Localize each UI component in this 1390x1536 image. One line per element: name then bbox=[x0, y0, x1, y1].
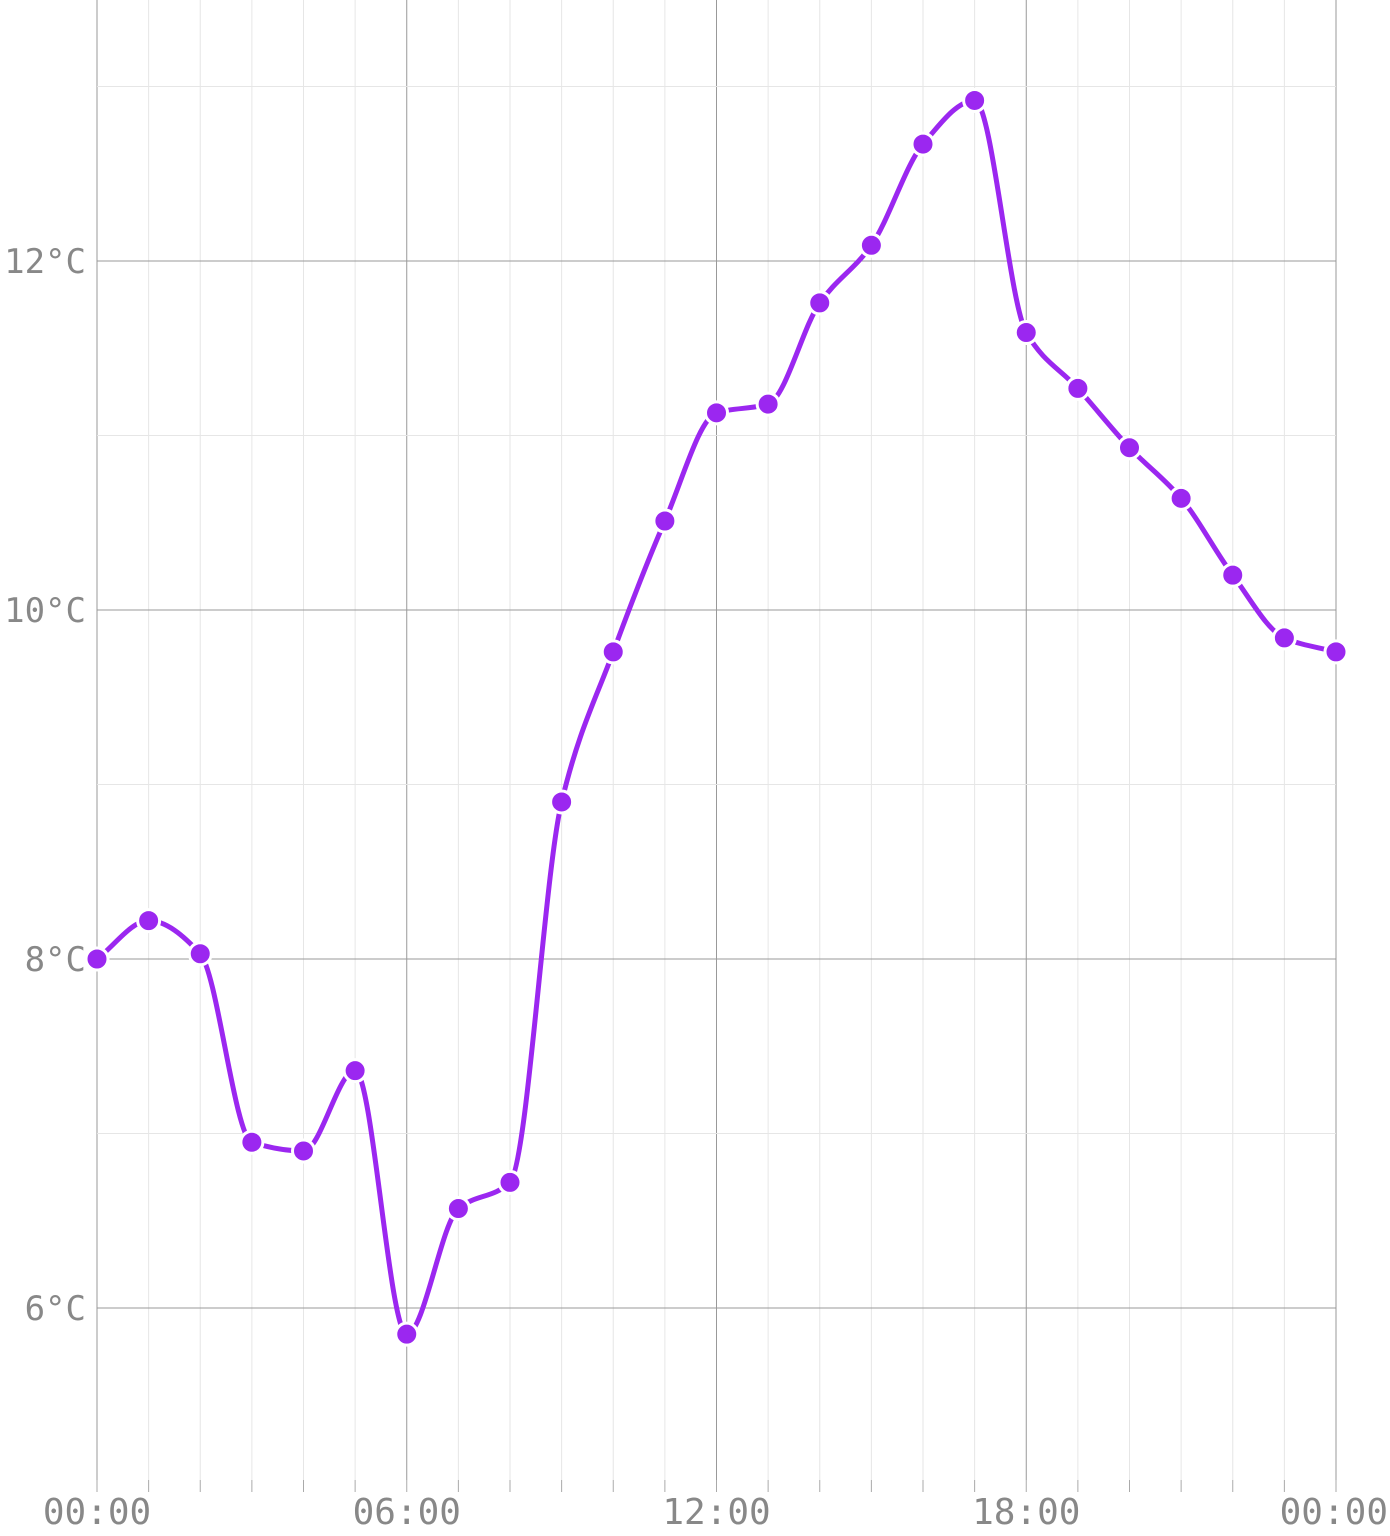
data-point bbox=[394, 1321, 420, 1347]
y-tick-label: 10°C bbox=[4, 591, 86, 631]
grid bbox=[96, 0, 1337, 1492]
data-point bbox=[549, 789, 575, 815]
data-point bbox=[342, 1058, 368, 1084]
data-point bbox=[1168, 485, 1194, 511]
data-point bbox=[1323, 639, 1349, 665]
data-point bbox=[704, 400, 729, 426]
data-point bbox=[1065, 375, 1091, 401]
data-point bbox=[962, 87, 988, 113]
data-point bbox=[807, 290, 833, 316]
data-point bbox=[1117, 435, 1142, 461]
data-point bbox=[1220, 562, 1246, 588]
data-point bbox=[755, 391, 781, 417]
data-point bbox=[84, 946, 110, 972]
y-tick-label: 8°C bbox=[25, 940, 86, 980]
data-point bbox=[136, 908, 162, 934]
x-tick-label: 06:00 bbox=[353, 1492, 461, 1533]
data-point bbox=[239, 1129, 265, 1155]
axis-labels: 6°C 8°C 10°C 12°C 00:00 06:00 12:00 18:00 00:00 bbox=[4, 242, 1388, 1533]
data-point bbox=[1271, 625, 1297, 651]
data-point bbox=[291, 1138, 316, 1164]
data-point bbox=[187, 941, 213, 967]
x-tick-label: 00:00 bbox=[43, 1492, 151, 1533]
y-tick-label: 12°C bbox=[4, 242, 86, 282]
x-tick-label: 12:00 bbox=[662, 1492, 770, 1533]
data-point bbox=[1013, 320, 1039, 346]
data-point bbox=[910, 131, 936, 157]
data-point bbox=[600, 639, 626, 665]
data-point bbox=[497, 1169, 523, 1195]
x-tick-label: 18:00 bbox=[972, 1492, 1080, 1533]
data-point bbox=[652, 508, 678, 534]
points-layer bbox=[84, 87, 1349, 1347]
y-tick-label: 6°C bbox=[25, 1289, 86, 1329]
data-point bbox=[858, 232, 884, 258]
data-point bbox=[445, 1196, 471, 1222]
x-tick-label: 00:00 bbox=[1280, 1492, 1388, 1533]
